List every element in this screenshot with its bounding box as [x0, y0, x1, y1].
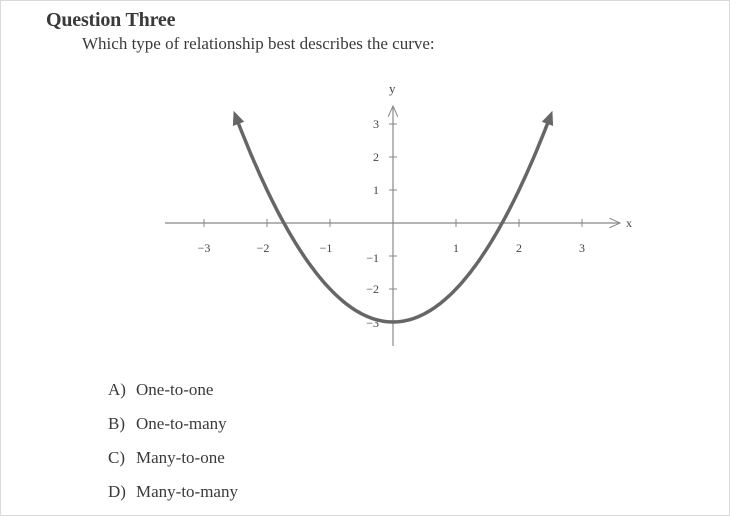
- choice-letter: A): [108, 380, 126, 399]
- choice-c[interactable]: C) Many-to-one: [108, 441, 238, 475]
- y-tick-label: −1: [366, 251, 379, 265]
- choice-text: Many-to-many: [136, 482, 238, 501]
- question-prompt: Which type of relationship best describe…: [82, 34, 435, 53]
- choice-d[interactable]: D) Many-to-many: [108, 475, 238, 509]
- choice-text: Many-to-one: [136, 448, 225, 467]
- choice-a[interactable]: A) One-to-one: [108, 373, 238, 407]
- choice-text: One-to-many: [136, 414, 227, 433]
- choice-letter: D): [108, 482, 126, 501]
- y-tick-label: −2: [366, 282, 379, 296]
- question-heading: Question Three: [46, 9, 176, 31]
- curve-arrow-left: [232, 110, 245, 126]
- choice-b[interactable]: B) One-to-many: [108, 407, 238, 441]
- choice-letter: C): [108, 448, 125, 467]
- curve-arrow-right: [541, 110, 554, 126]
- answer-choices: A) One-to-one B) One-to-many C) Many-to-…: [108, 373, 238, 509]
- y-tick-label: 3: [373, 117, 379, 131]
- x-tick-label: 1: [453, 241, 459, 255]
- x-tick-label: 2: [516, 241, 522, 255]
- x-tick-label: −1: [320, 241, 333, 255]
- choice-letter: B): [108, 414, 125, 433]
- y-tick-label: 1: [373, 183, 379, 197]
- y-tick-label: 2: [373, 150, 379, 164]
- x-tick-label: −2: [257, 241, 270, 255]
- x-tick-marks: [203, 219, 583, 227]
- x-tick-label: 3: [579, 241, 585, 255]
- parabola-curve: [236, 122, 550, 324]
- y-axis-label: y: [389, 81, 396, 96]
- choice-text: One-to-one: [136, 380, 214, 399]
- x-axis-label: x: [626, 216, 632, 230]
- x-tick-label: −3: [198, 241, 211, 255]
